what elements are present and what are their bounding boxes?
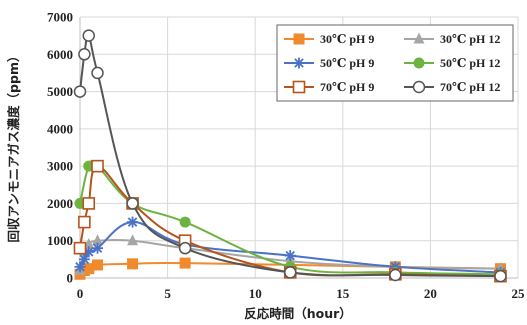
data-point <box>91 159 104 173</box>
data-point <box>389 268 402 282</box>
data-point <box>73 85 87 98</box>
data-point <box>91 66 104 80</box>
legend-label: 70℃ pH 9 <box>320 80 374 94</box>
legend-item: 50℃ pH 12 <box>404 56 500 70</box>
data-point <box>494 269 507 283</box>
data-point <box>82 29 96 42</box>
legend-label: 30℃ pH 12 <box>440 32 500 46</box>
legend-item: 30℃ pH 12 <box>404 32 500 46</box>
data-point <box>178 241 192 255</box>
legend-label: 30℃ pH 9 <box>320 32 374 46</box>
axes <box>79 17 518 279</box>
legend: 30℃ pH 9 30℃ pH 12 50℃ pH 9 50℃ pH 12 70℃ pH… <box>276 24 514 102</box>
legend-item: 70℃ pH 12 <box>404 80 500 94</box>
data-point <box>413 32 425 44</box>
tick-labels: 0 1000 2000 3000 4000 5000 6000 7000 0 5 10 15 20 25 <box>47 10 525 302</box>
data-point <box>292 80 306 94</box>
legend-box <box>276 24 514 102</box>
x-tick-label: 15 <box>336 286 350 301</box>
x-axis-label: 反応時間（hour） <box>244 306 352 321</box>
x-tick-label: 25 <box>512 286 526 301</box>
data-point <box>413 57 425 69</box>
data-point <box>293 57 305 69</box>
data-point <box>78 48 91 61</box>
y-tick-label: 2000 <box>47 196 73 211</box>
y-tick-label: 3000 <box>47 159 73 174</box>
data-point <box>92 259 104 271</box>
x-tick-label: 5 <box>164 286 171 301</box>
data-point <box>284 250 296 262</box>
data-point <box>92 242 104 254</box>
y-tick-label: 5000 <box>47 84 73 99</box>
y-tick-label: 4000 <box>47 121 73 136</box>
y-tick-label: 6000 <box>47 47 73 62</box>
legend-label: 70℃ pH 12 <box>440 80 500 94</box>
legend-item: 70℃ pH 9 <box>284 80 374 94</box>
data-point <box>73 241 87 255</box>
y-tick-label: 0 <box>67 271 74 286</box>
x-tick-label: 20 <box>424 286 437 301</box>
data-point <box>283 266 297 279</box>
legend-label: 50℃ pH 9 <box>320 56 374 70</box>
data-point <box>92 234 104 246</box>
data-point <box>126 197 139 210</box>
series-group <box>73 29 507 283</box>
data-point <box>127 258 139 270</box>
y-axis-label: 回収アンモニアガス濃度（ppm） <box>6 50 21 243</box>
data-point <box>83 263 95 275</box>
legend-label: 50℃ pH 12 <box>440 56 500 70</box>
data-point <box>78 215 91 229</box>
data-point <box>127 216 139 228</box>
data-point <box>179 216 191 228</box>
series-6 <box>73 29 507 283</box>
legend-item: 50℃ pH 9 <box>284 56 374 70</box>
x-tick-label: 10 <box>249 286 262 301</box>
y-tick-label: 7000 <box>47 10 73 25</box>
y-tick-label: 1000 <box>47 233 73 248</box>
x-tick-label: 0 <box>77 286 84 301</box>
data-point <box>293 33 305 45</box>
data-point <box>127 234 139 246</box>
data-point <box>82 197 96 210</box>
data-point <box>179 257 191 269</box>
data-point <box>412 80 426 94</box>
legend-item: 30℃ pH 9 <box>284 32 374 46</box>
